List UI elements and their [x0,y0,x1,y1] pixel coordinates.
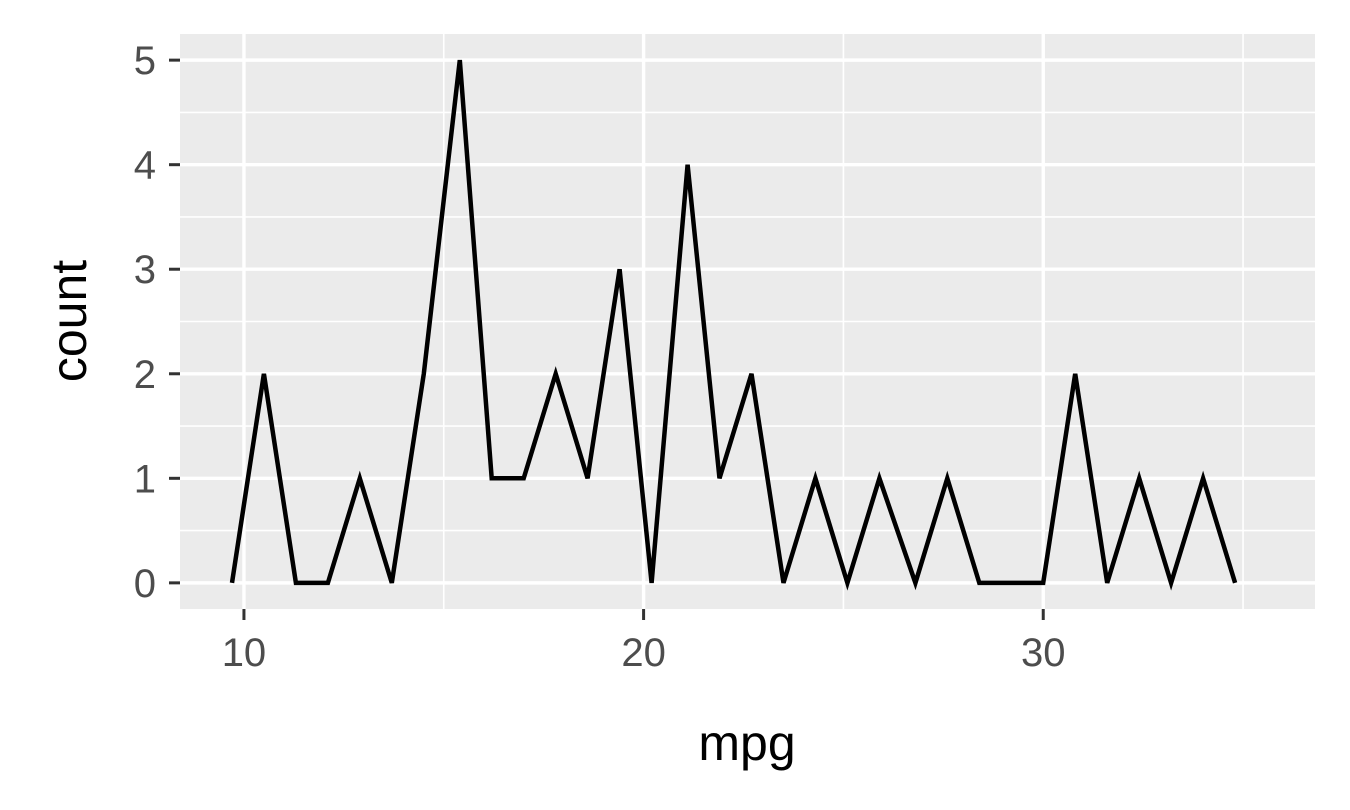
y-tick-label: 3 [134,248,156,292]
x-axis-title: mpg [698,715,795,771]
y-tick-label: 1 [134,457,156,501]
y-axis: 0 1 2 3 4 5 [134,39,180,606]
x-tick-label: 30 [1021,631,1066,675]
grid-major [180,34,1315,609]
x-tick-label: 20 [621,631,666,675]
x-axis: 10 20 30 [222,609,1066,675]
y-axis-title: count [41,260,97,382]
y-tick-label: 0 [134,562,156,606]
series-line [229,59,1238,591]
grid-minor [180,34,1315,609]
y-tick-label: 5 [134,39,156,83]
x-tick-label: 10 [222,631,267,675]
y-tick-label: 4 [134,144,156,188]
y-tick-label: 2 [134,353,156,397]
